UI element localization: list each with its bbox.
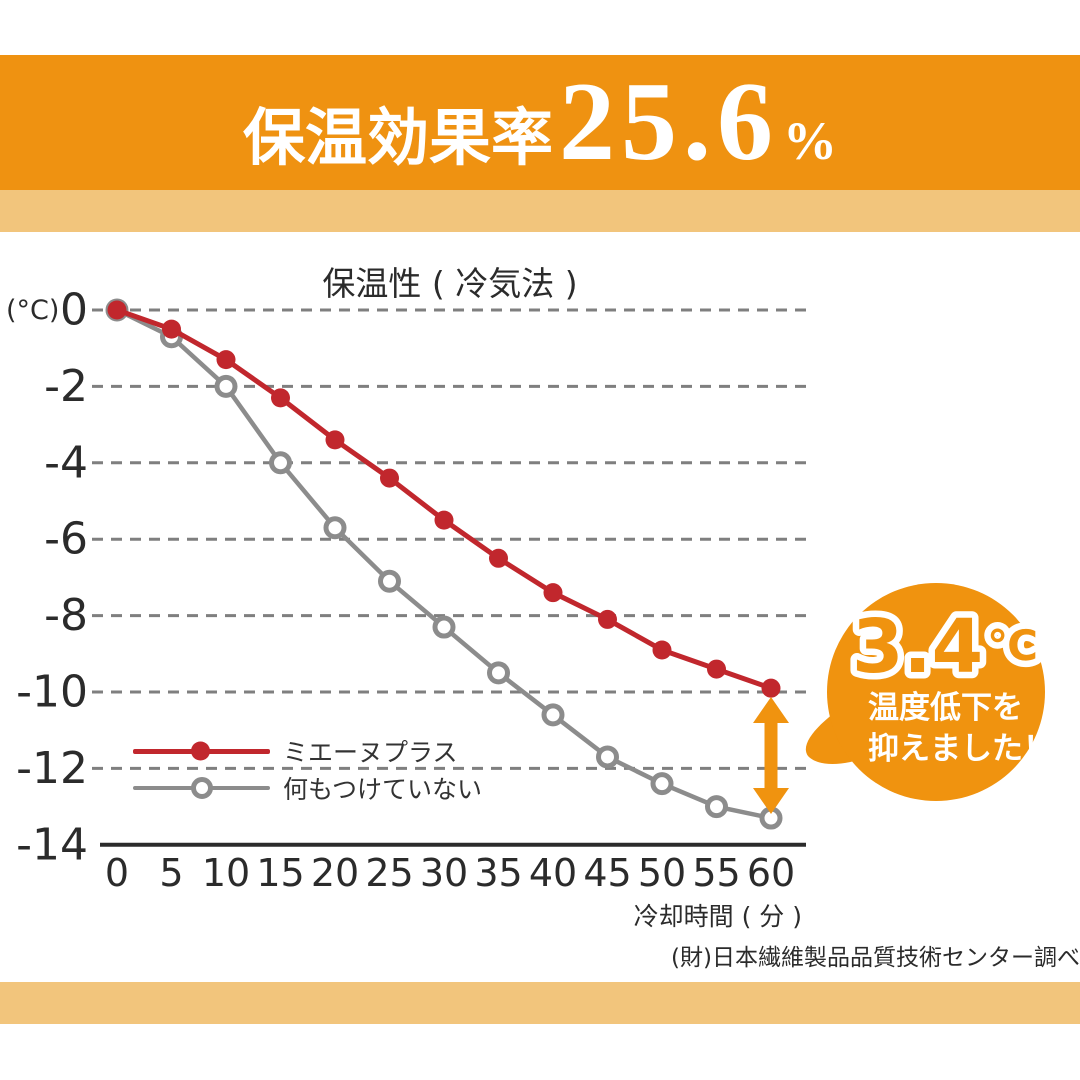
x-axis-label: 冷却時間 ( 分 ) (633, 902, 802, 931)
data-point-filled (652, 640, 672, 660)
x-tick-label: 40 (529, 851, 577, 895)
x-tick-label: 5 (159, 851, 183, 895)
x-tick-label: 45 (583, 851, 631, 895)
legend: ミエーヌプラス 何もつけていない (133, 735, 482, 804)
data-point-open (541, 703, 565, 727)
data-point-open (432, 615, 456, 639)
data-point-filled (380, 468, 399, 488)
data-point-filled (325, 430, 345, 450)
data-point-filled (489, 548, 508, 568)
data-point-open (650, 772, 674, 796)
header-value: 25.6 (559, 60, 779, 184)
x-tick-label: 20 (311, 851, 359, 895)
data-point-open (705, 795, 728, 819)
header-unit: % (783, 111, 837, 171)
x-tick-label: 60 (747, 851, 795, 895)
data-point-open (378, 569, 401, 593)
data-point-filled (162, 319, 181, 339)
y-tick-label: -4 (44, 437, 88, 488)
data-point-open (214, 374, 238, 398)
x-tick-label: 35 (474, 851, 522, 895)
x-tick-label: 55 (692, 851, 740, 895)
annotation-layer: 3.4℃ 温度低下を 抑えました！ (753, 583, 1054, 814)
legend-line-gray (133, 777, 270, 799)
legend-marker-filled (191, 741, 210, 761)
legend-item-mienu-plus: ミエーヌプラス (133, 735, 482, 767)
legend-label: 何もつけていない (283, 775, 483, 804)
y-tick-label: -10 (16, 667, 88, 718)
callout-bubble (827, 583, 1045, 801)
chart-title: 保温性 ( 冷気法 ) (322, 264, 578, 303)
header-accent-band (0, 190, 1080, 232)
legend-item-nothing: 何もつけていない (133, 772, 482, 804)
data-point-filled (761, 678, 781, 698)
source-note: (財)日本繊維製品品質技術センター調べ (671, 945, 1080, 971)
y-axis-unit-label: (°C) (6, 295, 60, 326)
legend-marker-open (191, 777, 213, 799)
data-point-filled (598, 609, 617, 629)
data-point-filled (707, 659, 726, 679)
header-title: 保温効果率 (242, 101, 553, 174)
data-point-filled (216, 350, 236, 370)
y-tick-label: -6 (44, 514, 88, 565)
y-tick-label: 0 (60, 285, 88, 336)
x-tick-label: 10 (202, 851, 250, 895)
y-tick-label: -12 (16, 743, 88, 794)
header-band: 保温効果率25.6% (0, 55, 1080, 190)
y-tick-label: -8 (44, 590, 88, 641)
callout-line2: 抑えました！ (868, 731, 1054, 767)
callout-value: 3.4℃ (852, 604, 1038, 690)
y-tick-label: -14 (16, 819, 88, 870)
x-tick-label: 30 (420, 851, 468, 895)
x-tick-label: 0 (105, 851, 129, 895)
data-point-filled (271, 388, 290, 408)
legend-label: ミエーヌプラス (283, 738, 458, 767)
x-tick-label: 50 (638, 851, 686, 895)
legend-line-red (133, 741, 270, 761)
x-tick-label: 15 (256, 851, 304, 895)
x-tick-label: 25 (365, 851, 413, 895)
y-tick-label: -2 (44, 361, 88, 412)
data-point-filled (107, 300, 127, 320)
footer-band (0, 982, 1080, 1024)
difference-arrow (753, 697, 789, 814)
callout-line1: 温度低下を (868, 690, 1023, 726)
data-point-open (269, 451, 292, 475)
data-point-filled (543, 583, 563, 603)
data-point-open (596, 745, 619, 769)
data-point-open (323, 516, 347, 540)
data-point-open (487, 661, 510, 685)
data-point-filled (434, 510, 454, 530)
